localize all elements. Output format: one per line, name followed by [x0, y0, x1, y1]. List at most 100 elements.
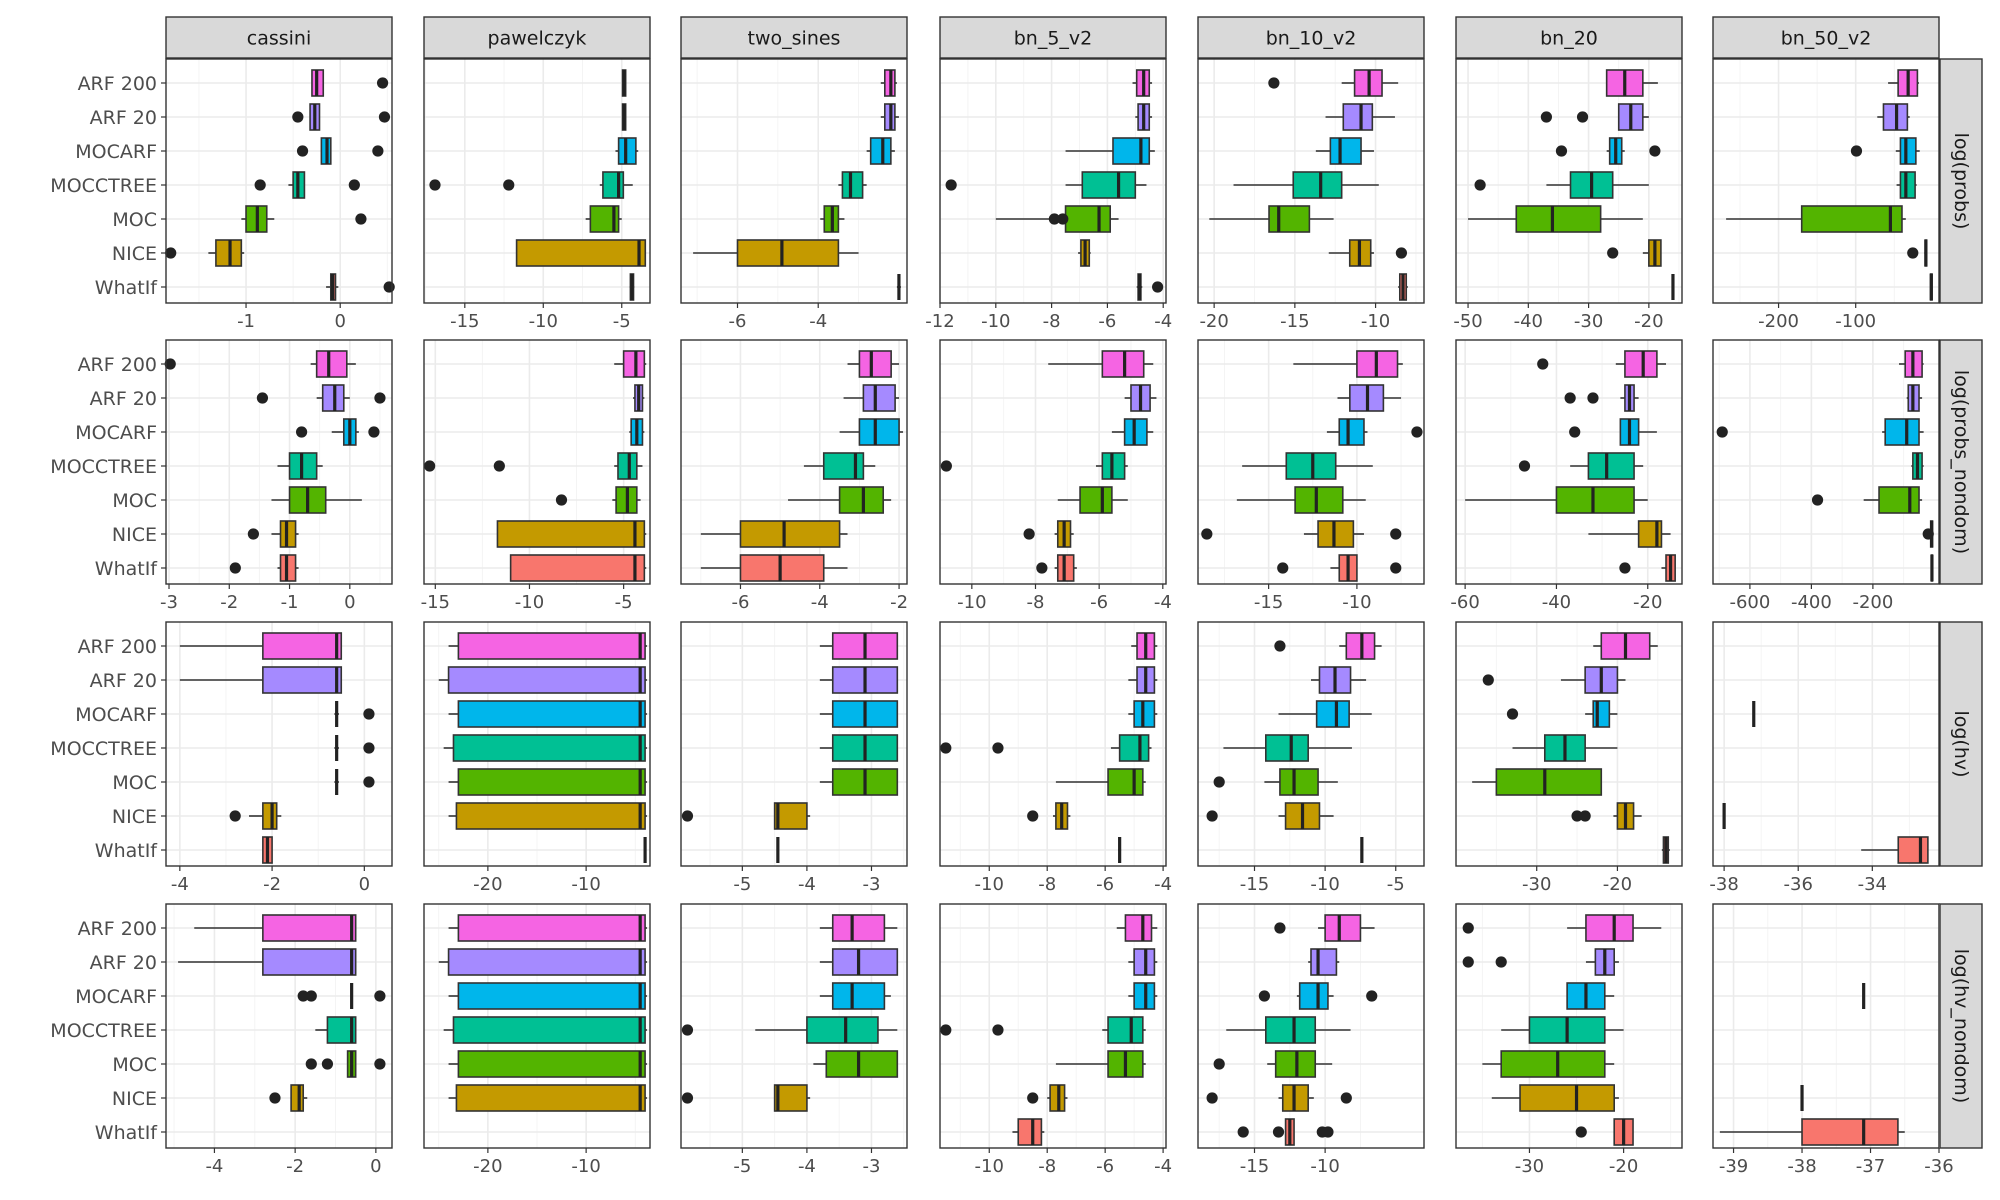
box-iqr — [457, 982, 646, 1010]
box-mocarf — [448, 982, 648, 1010]
y-tick-label-mocctree: MOCCTREE — [50, 456, 157, 478]
box-arf-200 — [1274, 632, 1382, 660]
outlier-point — [1390, 528, 1402, 540]
box-whatif — [1671, 274, 1675, 300]
x-tick-label: 0 — [359, 874, 370, 895]
outlier-point — [1277, 562, 1289, 574]
box-moc — [788, 486, 892, 514]
box-iqr — [1329, 137, 1362, 165]
panel-border — [1712, 58, 1940, 304]
panel-log-probs-bn-10-v2: -20 -15 -10 — [1197, 58, 1425, 332]
box-mocarf — [1566, 982, 1615, 1010]
box-whatif — [509, 554, 647, 582]
box-whatif — [1661, 836, 1670, 864]
strip-label: bn_5_v2 — [1014, 28, 1093, 50]
box-mocctree — [1911, 452, 1924, 480]
x-tick-label: -5 — [1387, 874, 1405, 895]
box-nice — [693, 239, 859, 267]
outlier-point — [1462, 956, 1474, 968]
x-tick-label: -30 — [1522, 874, 1551, 895]
box-iqr — [1587, 452, 1635, 480]
outlier-point — [1272, 1126, 1285, 1138]
x-tick-label: -6 — [731, 592, 749, 613]
box-arf-20 — [1124, 384, 1157, 412]
box-iqr — [262, 666, 343, 694]
x-tick-label: -4 — [798, 874, 816, 895]
outlier-point — [1057, 213, 1069, 225]
outlier-point — [363, 708, 375, 720]
box-iqr — [739, 554, 825, 582]
y-tick-label-moc: MOC — [112, 772, 157, 794]
outlier-point — [1922, 528, 1934, 540]
box-iqr — [457, 1050, 646, 1078]
box-arf-20 — [438, 948, 648, 976]
x-tick-label: -2 — [220, 592, 238, 613]
box-iqr — [455, 802, 646, 830]
box-mocctree — [1896, 171, 1917, 199]
panel-border — [1197, 621, 1425, 867]
box-nice — [229, 802, 282, 830]
panel-border — [939, 903, 1167, 1149]
outlier-point — [1811, 494, 1824, 506]
box-mocctree — [945, 171, 1147, 199]
panel-log-probs-nondom-bn-20: -60 -40 -20 — [1450, 339, 1683, 613]
box-mocctree — [254, 171, 360, 199]
box-moc — [1055, 1050, 1146, 1078]
box-nice — [1922, 520, 1934, 548]
x-tick-label: -4 — [205, 1156, 223, 1177]
box-mocarf — [1315, 137, 1374, 165]
outlier-point — [1850, 145, 1863, 157]
box-whatif — [1012, 1118, 1045, 1146]
box-nice — [681, 802, 811, 830]
panel-border — [1712, 339, 1940, 585]
box-iqr — [315, 350, 348, 378]
y-tick-label-mocctree: MOCCTREE — [50, 1020, 157, 1042]
box-mocctree — [429, 171, 633, 199]
panel-border — [680, 621, 908, 867]
outlier-point — [1152, 281, 1164, 293]
panel-log-probs-pawelczyk: -15 -10 -5 — [423, 58, 651, 332]
outlier-point — [1575, 1126, 1587, 1138]
outlier-point — [1048, 213, 1060, 225]
x-tick-label: -10 — [529, 311, 558, 332]
y-tick-label-mocarf: MOCARF — [75, 986, 157, 1008]
x-tick-label: 0 — [334, 311, 345, 332]
x-tick-label: -38 — [1787, 1156, 1816, 1177]
outlier-point — [256, 392, 269, 404]
outlier-point — [1462, 922, 1474, 934]
x-tick-label: -8 — [1043, 311, 1061, 332]
box-mocarf — [297, 983, 386, 1009]
outlier-point — [1274, 640, 1286, 652]
x-tick-label: -4 — [1154, 1156, 1172, 1177]
panel-bg — [166, 622, 392, 866]
outlier-point — [292, 111, 304, 123]
box-mocarf — [1569, 418, 1657, 446]
box-arf-20 — [292, 103, 391, 131]
outlier-point — [1027, 1092, 1039, 1104]
box-moc — [1213, 768, 1338, 796]
box-moc — [820, 205, 845, 233]
box-mocarf — [448, 700, 648, 728]
panel-log-probs-nondom-pawelczyk: -15 -10 -5 — [421, 339, 651, 613]
x-tick-label: -1 — [237, 311, 255, 332]
box-iqr — [262, 914, 357, 942]
box-iqr — [262, 632, 343, 660]
box-iqr — [1884, 418, 1920, 446]
box-nice — [448, 802, 648, 830]
panel-log-probs-nondom-cassini: -3 -2 -1 0 ARF 200 ARF 20 MOCARF MOCCTREE MOC NIC… — [50, 339, 393, 613]
outlier-point — [297, 990, 309, 1002]
box-iqr — [1118, 734, 1150, 762]
box-nice — [681, 1084, 811, 1112]
box-moc — [1468, 205, 1643, 233]
box-iqr — [452, 1016, 646, 1044]
panel-log-hv-nondom-two-sines: -5 -4 -3 — [680, 903, 908, 1177]
x-tick-label: -30 — [1515, 1156, 1544, 1177]
box-iqr — [622, 350, 646, 378]
x-tick-label: -10 — [981, 311, 1010, 332]
x-tick-label: -4 — [809, 311, 827, 332]
box-iqr — [862, 384, 896, 412]
box-arf-200 — [819, 632, 899, 660]
box-iqr — [736, 239, 840, 267]
box-mocctree — [1518, 452, 1644, 480]
